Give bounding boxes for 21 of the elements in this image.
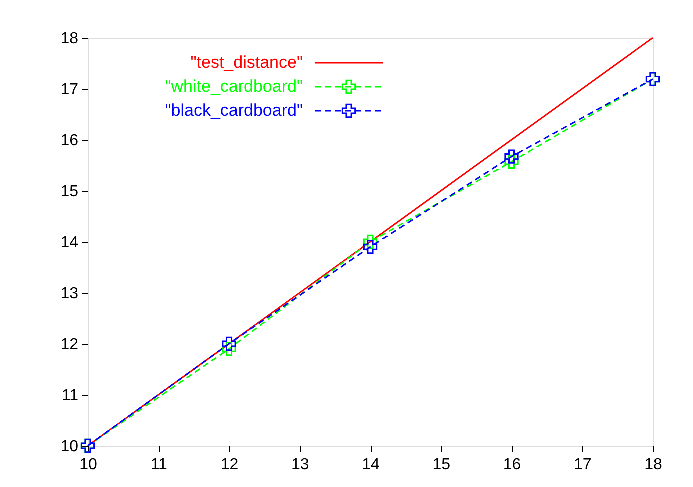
y-tick-label: 15	[60, 184, 79, 200]
y-tick-label: 14	[60, 234, 79, 252]
y-tick-label: 12	[60, 336, 79, 354]
y-tick-label: 13	[60, 286, 79, 302]
x-tick-label: 18	[644, 456, 662, 474]
x-tick-label: 17	[574, 456, 592, 474]
x-tick-label: 10	[80, 456, 98, 474]
legend-label: "black_cardboard"	[165, 101, 303, 120]
x-tick-label: 16	[503, 456, 522, 474]
x-tick-label: 12	[220, 456, 239, 474]
x-tick-label: 11	[150, 456, 168, 474]
x-tick-label: 14	[362, 456, 380, 474]
legend-label: "test_distance"	[190, 53, 303, 72]
x-tick-label: 15	[432, 456, 451, 474]
x-tick-label: 13	[291, 456, 310, 474]
y-tick-label: 16	[60, 132, 79, 150]
y-tick-label: 17	[60, 82, 79, 98]
y-tick-label: 11	[62, 388, 79, 404]
legend-label: "white_cardboard"	[165, 77, 303, 96]
y-tick-label: 10	[60, 438, 79, 456]
y-tick-label: 18	[60, 30, 79, 48]
